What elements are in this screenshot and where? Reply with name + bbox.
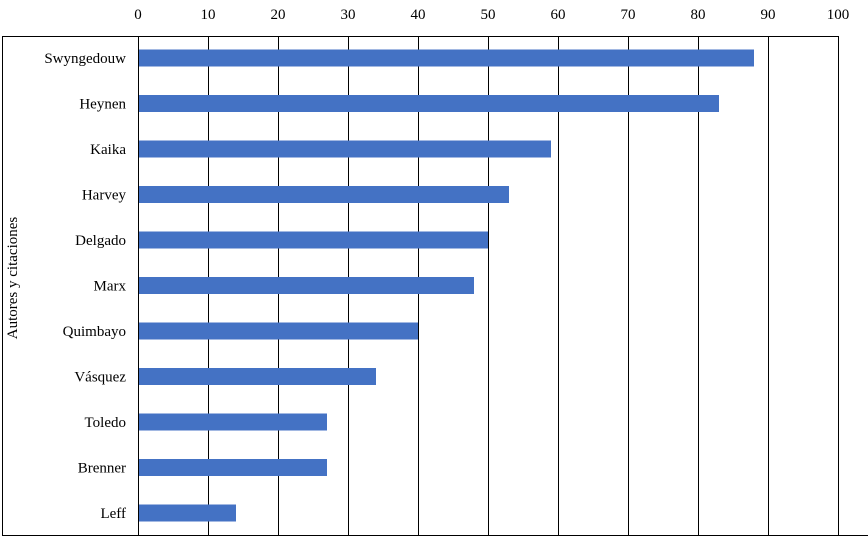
bar-marx <box>138 277 474 294</box>
x-tick-label-0: 0 <box>134 7 142 23</box>
x-tick-label-10: 10 <box>201 7 216 23</box>
bar-brenner <box>138 459 327 476</box>
bar-heynen <box>138 95 719 112</box>
x-tick-label-40: 40 <box>411 7 426 23</box>
y-axis-title: Autores y citaciones <box>5 217 21 340</box>
category-label-2: Kaika <box>90 142 126 158</box>
x-tick-label-90: 90 <box>761 7 776 23</box>
category-label-7: Vásquez <box>74 370 126 386</box>
category-label-1: Heynen <box>79 97 126 113</box>
bar-kaika <box>138 140 551 158</box>
gridlines <box>208 36 839 535</box>
category-label-0: Swyngedouw <box>44 51 126 67</box>
x-tick-label-50: 50 <box>481 7 496 23</box>
x-tick-label-20: 20 <box>271 7 286 23</box>
x-tick-label-70: 70 <box>621 7 636 23</box>
category-label-8: Toledo <box>85 415 126 431</box>
bar-vásquez <box>138 368 376 385</box>
category-label-10: Leff <box>100 506 126 522</box>
category-label-5: Marx <box>94 279 127 295</box>
x-tick-label-100: 100 <box>827 7 850 23</box>
bar-swyngedouw <box>138 49 754 67</box>
x-tick-label-60: 60 <box>551 7 566 23</box>
bar-leff <box>138 504 236 522</box>
bar-toledo <box>138 413 327 431</box>
x-tick-label-80: 80 <box>691 7 706 23</box>
plot-frame <box>2 36 868 536</box>
category-labels: Swyngedouw Heynen Kaika Harvey Delgado Marx Qu… <box>44 51 126 522</box>
bar-harvey <box>138 186 509 203</box>
x-tick-label-30: 30 <box>341 7 356 23</box>
category-label-9: Brenner <box>78 461 126 477</box>
category-label-3: Harvey <box>82 188 127 204</box>
bar-delgado <box>138 231 488 249</box>
bars <box>138 49 754 522</box>
category-label-4: Delgado <box>75 233 126 249</box>
bar-quimbayo <box>138 322 418 340</box>
x-tick-labels: 0 10 20 30 40 50 60 70 80 90 100 <box>134 7 849 23</box>
category-label-6: Quimbayo <box>63 324 126 340</box>
